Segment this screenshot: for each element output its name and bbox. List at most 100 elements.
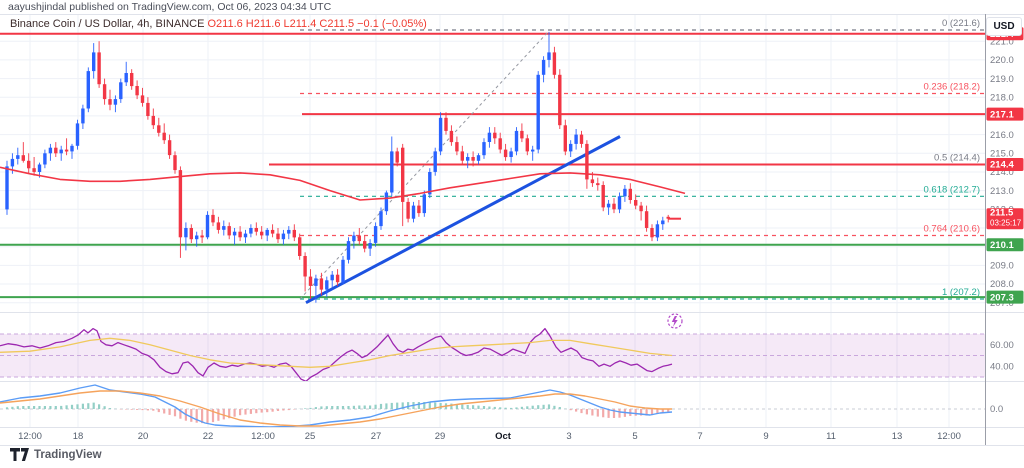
candle <box>130 69 134 90</box>
candle <box>330 271 334 288</box>
candle <box>189 224 193 243</box>
price-tick-label: 213.0 <box>990 186 1014 197</box>
time-tick-label: 5 <box>632 431 637 442</box>
macd-tick-label: 0.0 <box>990 404 1003 415</box>
candle <box>270 224 275 238</box>
candle <box>102 78 107 105</box>
candle <box>655 220 660 242</box>
candle <box>531 145 535 161</box>
candle <box>222 220 226 236</box>
candle <box>97 41 101 88</box>
trend-line[interactable] <box>305 135 621 305</box>
price-tick-label: 218.0 <box>990 92 1014 103</box>
candle <box>433 147 437 176</box>
rsi-line[interactable] <box>0 327 673 382</box>
candle <box>195 231 199 247</box>
time-tick-label: 3 <box>566 431 571 442</box>
candle <box>178 166 183 258</box>
candle <box>75 119 80 150</box>
candle <box>585 140 589 189</box>
macd-line[interactable] <box>0 384 673 428</box>
time-tick-label: Oct <box>495 431 512 442</box>
candle <box>417 200 421 217</box>
candle <box>563 119 567 156</box>
candle <box>346 237 351 264</box>
candle <box>292 224 296 242</box>
candle <box>140 87 145 107</box>
candle <box>64 138 69 156</box>
svg-text:210.1: 210.1 <box>990 240 1014 251</box>
price-axis[interactable]: 221.0 220.0 219.0 218.0 216.0 215.0 214.0 213.0… <box>990 36 1014 309</box>
candle <box>623 185 627 202</box>
candle <box>232 228 237 245</box>
tradingview-footer-logo[interactable]: TradingView <box>10 448 102 462</box>
candle <box>547 31 551 68</box>
rsi-ma-line[interactable] <box>0 337 673 368</box>
candle <box>287 226 291 240</box>
lightning-idea-icon[interactable] <box>667 313 683 329</box>
candle <box>216 216 221 234</box>
candle <box>162 123 166 144</box>
currency-toggle-button[interactable]: USD <box>986 17 1022 36</box>
candle <box>352 231 356 249</box>
candle <box>135 80 139 100</box>
candle <box>520 123 524 143</box>
candle <box>487 127 492 148</box>
candle <box>384 190 389 215</box>
fib-level-label: 0 (221.6) <box>942 18 980 29</box>
symbol-ohlc-values: O211.6 H211.6 L211.4 C211.5 −0.1 (−0.05%… <box>207 18 427 30</box>
candle <box>569 140 573 157</box>
candle <box>596 177 600 191</box>
tradingview-logo-text: TradingView <box>34 449 102 461</box>
candle <box>173 151 177 174</box>
candle <box>54 142 58 157</box>
candle <box>471 151 475 167</box>
candle <box>119 78 123 103</box>
ma-line[interactable] <box>0 166 686 201</box>
candle <box>422 190 426 217</box>
svg-text:214.4: 214.4 <box>990 160 1014 171</box>
candle <box>265 228 269 242</box>
fib-level-label: 0.618 (212.7) <box>923 184 980 195</box>
trend-line[interactable] <box>299 30 550 300</box>
candle <box>70 143 74 159</box>
candle <box>341 256 345 284</box>
candle <box>509 147 513 163</box>
candle <box>124 61 128 86</box>
time-axis[interactable]: 12:00 18 20 22 12:00 25 27 29 Oct 3 5 7 9 11 13 12:00 <box>18 431 961 442</box>
candle <box>27 153 31 174</box>
price-tick-label: 220.0 <box>990 55 1014 66</box>
fib-level-label: 1 (207.2) <box>942 287 980 298</box>
time-tick-label: 9 <box>763 431 768 442</box>
candle <box>395 147 399 167</box>
candle <box>444 112 448 135</box>
price-tick-label: 209.0 <box>990 261 1014 272</box>
time-tick-label: 25 <box>305 431 316 442</box>
price-tick-label: 219.0 <box>990 74 1014 85</box>
symbol-title: Binance Coin / US Dollar, 4h, BINANCE <box>10 18 205 30</box>
symbol-info[interactable]: Binance Coin / US Dollar, 4h, BINANCE O2… <box>10 18 427 30</box>
candle <box>281 229 286 245</box>
time-tick-label: 7 <box>697 431 702 442</box>
time-tick-label: 29 <box>435 431 446 442</box>
candle <box>552 46 557 79</box>
candle <box>184 222 188 251</box>
rsi-tick-label: 40.00 <box>990 361 1014 372</box>
candle <box>493 127 497 144</box>
candle <box>200 229 204 243</box>
candle <box>254 222 258 236</box>
rsi-tick-label: 60.00 <box>990 340 1014 351</box>
candle <box>476 153 481 165</box>
candle <box>298 233 302 260</box>
bar-countdown: 03:25:17 <box>990 219 1022 228</box>
candle <box>314 274 318 303</box>
candle <box>514 127 519 156</box>
macd-signal-line[interactable] <box>0 390 672 427</box>
svg-text:217.1: 217.1 <box>990 109 1014 120</box>
price-tick-label: 214.0 <box>990 167 1014 178</box>
candle <box>146 97 150 120</box>
candle <box>503 143 508 161</box>
time-tick-label: 22 <box>203 431 214 442</box>
